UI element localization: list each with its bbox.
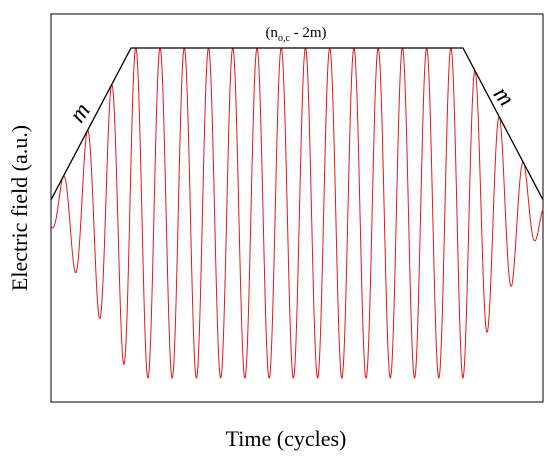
ramp-down-label: m xyxy=(488,82,519,112)
envelope-layer xyxy=(50,47,544,201)
signal-layer xyxy=(50,47,544,379)
flat-label-prefix: (n xyxy=(265,25,278,41)
flat-segment-label: (no,c - 2m) xyxy=(265,25,326,44)
electric-field-series xyxy=(50,47,544,379)
plot-frame xyxy=(50,13,544,403)
x-axis-label: Time (cycles) xyxy=(226,426,347,451)
flat-label-suffix: - 2m) xyxy=(290,25,327,41)
y-axis-label: Electric field (a.u.) xyxy=(7,125,32,291)
envelope-line xyxy=(50,47,544,201)
flat-label-subscript: o,c xyxy=(278,33,291,44)
